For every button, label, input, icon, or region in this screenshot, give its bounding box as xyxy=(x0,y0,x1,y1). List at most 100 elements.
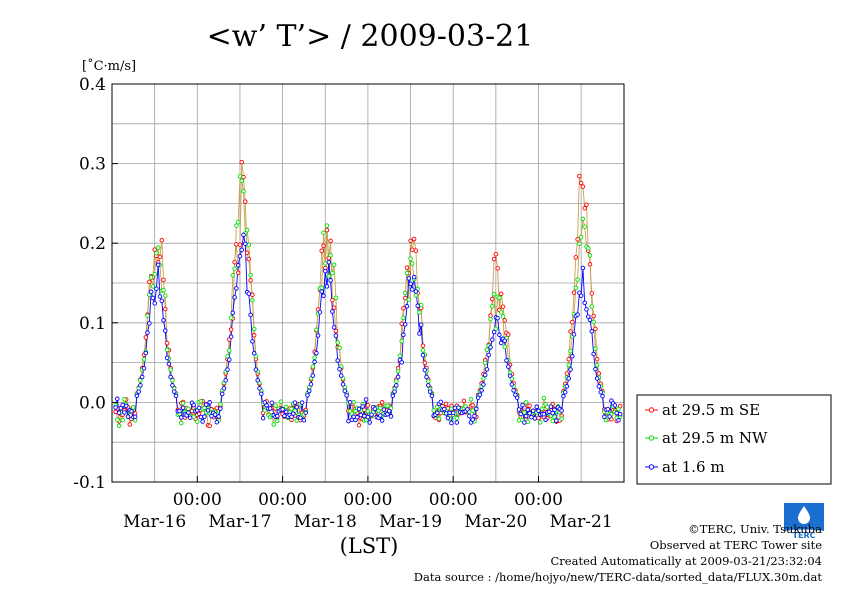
point-nw xyxy=(155,245,161,250)
point-ground xyxy=(136,389,141,394)
point-ground xyxy=(315,333,321,338)
point-ground xyxy=(415,303,420,308)
point-nw xyxy=(582,224,587,229)
point-ground xyxy=(251,351,257,356)
point-ground xyxy=(399,360,404,365)
point-nw xyxy=(426,379,431,384)
point-ground xyxy=(155,262,161,268)
point-se xyxy=(470,402,475,408)
point-nw xyxy=(410,261,415,266)
point-ground xyxy=(150,295,156,301)
point-ground xyxy=(422,367,428,373)
x-tick-time: 00:00 xyxy=(429,490,478,510)
point-ground xyxy=(203,402,209,407)
point-nw xyxy=(541,395,547,401)
point-se xyxy=(580,184,586,189)
point-ground xyxy=(424,374,429,380)
point-ground xyxy=(582,300,587,306)
point-ground xyxy=(223,378,228,383)
y-tick-label: 0.0 xyxy=(79,393,106,413)
point-se xyxy=(147,279,152,285)
point-ground xyxy=(235,263,241,268)
point-nw xyxy=(324,223,330,228)
point-ground xyxy=(449,420,454,426)
point-se xyxy=(506,332,511,337)
point-ground xyxy=(472,413,477,419)
point-ground xyxy=(548,404,554,409)
point-se xyxy=(495,266,500,271)
point-nw xyxy=(491,291,497,297)
legend-item-ground: at 1.6 m xyxy=(645,458,725,476)
point-se xyxy=(420,343,426,348)
point-se xyxy=(461,398,467,404)
point-nw xyxy=(225,353,230,359)
point-ground xyxy=(417,331,422,336)
point-ground xyxy=(394,383,399,388)
point-nw xyxy=(145,313,150,318)
point-se xyxy=(207,423,212,429)
point-nw xyxy=(330,270,335,276)
point-ground xyxy=(340,382,346,387)
point-se xyxy=(333,328,339,334)
point-se xyxy=(443,401,449,407)
point-ground xyxy=(484,367,490,372)
point-ground xyxy=(216,414,221,419)
point-ground xyxy=(598,389,603,395)
chart-title: <w’ T’> / 2009-03-21 xyxy=(207,19,534,54)
x-tick-date: Mar-20 xyxy=(464,512,527,532)
point-ground xyxy=(159,298,165,304)
point-ground xyxy=(356,406,362,412)
point-nw xyxy=(283,404,289,410)
point-nw xyxy=(431,408,436,413)
point-ground xyxy=(401,332,406,338)
point-se xyxy=(577,173,582,179)
point-ground xyxy=(221,386,227,391)
point-ground xyxy=(427,389,433,394)
point-se xyxy=(143,335,149,340)
point-ground xyxy=(299,400,305,405)
point-ground xyxy=(550,410,555,416)
point-se xyxy=(228,327,234,332)
point-ground xyxy=(123,403,129,409)
point-se xyxy=(161,277,166,283)
footer-copyright: ©TERC, Univ. Tsukuba xyxy=(688,522,822,536)
point-nw xyxy=(580,216,586,222)
point-ground xyxy=(122,410,127,415)
point-ground xyxy=(514,395,520,400)
point-ground xyxy=(474,406,479,412)
point-ground xyxy=(187,415,193,420)
point-nw xyxy=(180,401,186,406)
point-ground xyxy=(390,393,396,399)
point-se xyxy=(241,174,246,180)
point-ground xyxy=(511,388,516,393)
point-ground xyxy=(481,382,486,387)
x-tick-date: Mar-17 xyxy=(208,512,271,532)
point-nw xyxy=(484,347,490,352)
point-ground xyxy=(554,418,559,423)
point-se xyxy=(493,251,499,257)
point-nw xyxy=(179,420,184,426)
point-ground xyxy=(115,396,120,402)
point-se xyxy=(411,236,417,242)
point-se xyxy=(319,248,324,253)
x-tick-time: 00:00 xyxy=(514,490,563,510)
point-nw xyxy=(577,241,582,246)
point-ground xyxy=(488,345,493,350)
point-ground xyxy=(328,278,333,283)
point-ground xyxy=(568,367,573,372)
point-ground xyxy=(145,330,150,335)
point-se xyxy=(246,256,252,262)
point-nw xyxy=(241,189,246,194)
point-ground xyxy=(116,410,122,415)
point-ground xyxy=(447,410,452,416)
legend: at 29.5 m SE at 29.5 m NW at 1.6 m xyxy=(636,394,832,485)
point-nw xyxy=(594,362,600,368)
point-nw xyxy=(490,304,495,309)
y-tick-label: 0.1 xyxy=(79,314,106,334)
point-nw xyxy=(312,355,317,360)
point-ground xyxy=(139,374,145,380)
point-ground xyxy=(264,403,269,408)
point-nw xyxy=(538,420,543,425)
point-ground xyxy=(227,357,232,362)
point-nw xyxy=(227,348,232,353)
